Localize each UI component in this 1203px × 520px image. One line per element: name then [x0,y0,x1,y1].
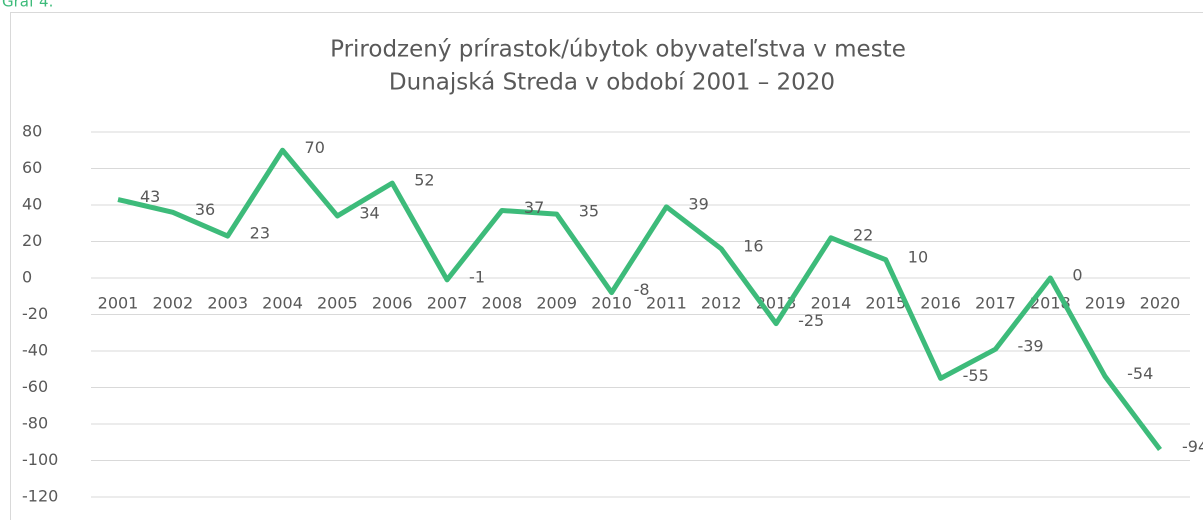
x-tick-label: 2014 [811,294,852,313]
data-label: -25 [798,311,824,330]
data-label: 35 [579,202,599,221]
x-tick-label: 2019 [1085,294,1126,313]
y-tick-label: -120 [22,487,58,506]
chart-title: Dunajská Streda v období 2001 – 2020 [389,70,835,96]
y-tick-label: -40 [22,341,48,360]
y-tick-label: 0 [22,268,32,287]
y-tick-label: 80 [22,122,42,141]
x-tick-label: 2015 [865,294,906,313]
data-label: -1 [469,267,485,286]
y-tick-label: -20 [22,304,48,323]
x-tick-label: 2008 [482,294,523,313]
caption: Graf 4. [2,0,53,11]
x-tick-label: 2004 [262,294,303,313]
x-tick-label: 2011 [646,294,687,313]
data-label: 52 [414,171,434,190]
x-tick-label: 2016 [920,294,961,313]
y-tick-label: -100 [22,450,58,469]
x-tick-label: 2020 [1140,294,1181,313]
x-tick-label: 2007 [427,294,468,313]
data-label: 70 [305,138,325,157]
y-tick-label: 60 [22,158,42,177]
data-label: 16 [743,236,763,255]
x-tick-label: 2009 [536,294,577,313]
y-tick-label: 20 [22,231,42,250]
data-label: -55 [963,366,989,385]
data-label: 37 [524,198,544,217]
chart-title: Prirodzený prírastok/úbytok obyvateľstva… [330,37,906,63]
chart-frame [10,12,1203,520]
data-label: 23 [250,224,270,243]
data-label: 43 [140,187,160,206]
x-tick-label: 2006 [372,294,413,313]
data-label: 10 [908,247,928,266]
x-tick-label: 2017 [975,294,1016,313]
x-tick-label: 2001 [98,294,139,313]
data-label: 34 [359,203,379,222]
data-label: -8 [634,280,650,299]
x-tick-label: 2010 [591,294,632,313]
x-tick-label: 2005 [317,294,358,313]
data-line [117,147,1162,452]
data-label: 36 [195,200,215,219]
x-tick-label: 2003 [207,294,248,313]
data-label: 39 [688,194,708,213]
x-tick-label: 2002 [152,294,193,313]
data-label: -94 [1182,437,1203,456]
data-label: 0 [1072,266,1082,285]
y-tick-label: 40 [22,195,42,214]
y-tick-label: -60 [22,377,48,396]
data-label: -54 [1127,364,1153,383]
x-tick-label: 2012 [701,294,742,313]
data-label: 22 [853,225,873,244]
data-label: -39 [1017,337,1043,356]
y-tick-label: -80 [22,414,48,433]
